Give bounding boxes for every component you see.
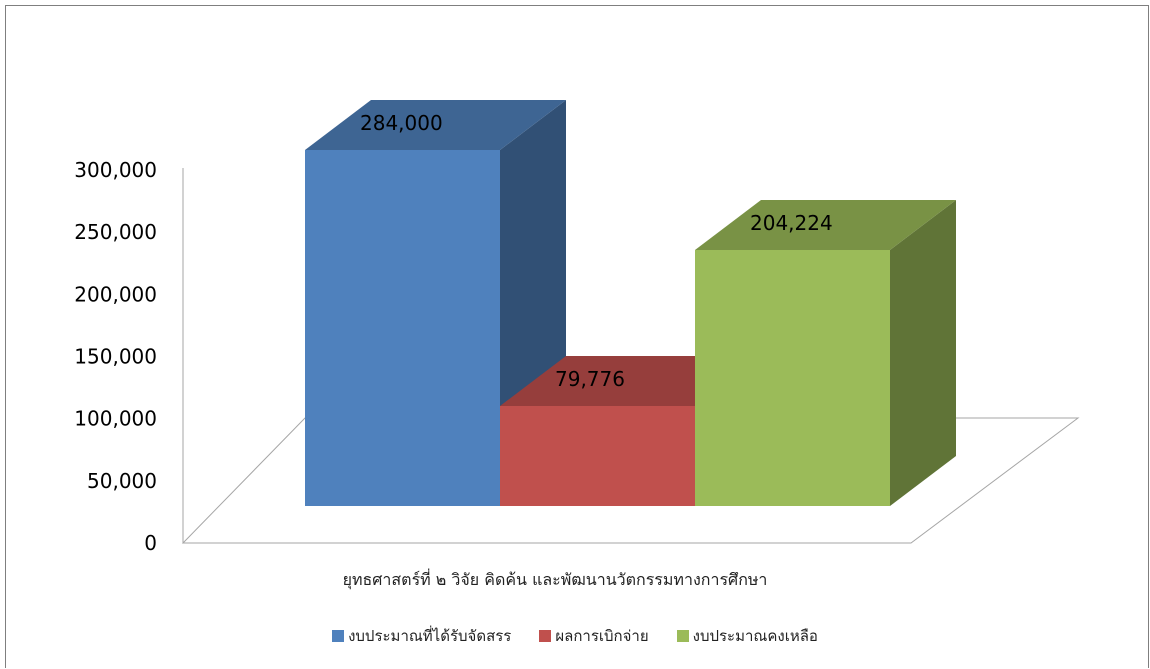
data-labels: 284,000 79,776 204,224 xyxy=(360,111,833,391)
bar-front xyxy=(500,405,695,506)
bars xyxy=(305,100,956,506)
legend-item-remaining: งบประมาณคงเหลือ xyxy=(676,624,818,648)
chart-frame xyxy=(5,5,1149,668)
legend-label: ผลการเบิกจ่าย xyxy=(555,627,649,645)
data-label: 79,776 xyxy=(555,367,625,391)
y-tick-label: 50,000 xyxy=(87,469,157,493)
bar-2 xyxy=(695,200,956,506)
bar-front xyxy=(305,150,500,506)
bar-side xyxy=(890,200,956,506)
chart-walls xyxy=(181,168,1080,544)
y-tick-label: 300,000 xyxy=(74,158,157,182)
bar-top xyxy=(695,200,956,251)
legend-swatch xyxy=(676,630,689,642)
data-label: 284,000 xyxy=(360,111,443,135)
y-tick-label: 0 xyxy=(144,531,157,555)
legend-label: งบประมาณที่ได้รับจัดสรร xyxy=(348,627,512,645)
bar-front xyxy=(695,250,890,506)
legend-swatch xyxy=(539,630,552,642)
data-label: 204,224 xyxy=(750,211,833,235)
legend-item-disbursed: ผลการเบิกจ่าย xyxy=(539,624,649,648)
y-tick-label: 100,000 xyxy=(74,407,157,431)
legend-item-allocated: งบประมาณที่ได้รับจัดสรร xyxy=(332,624,511,648)
floor-plane xyxy=(181,417,1080,544)
bar-top xyxy=(305,100,566,150)
legend-label: งบประมาณคงเหลือ xyxy=(692,627,818,645)
legend-swatch xyxy=(332,630,345,642)
y-tick-label: 200,000 xyxy=(74,282,157,306)
y-axis-ticks: 0 50,000 100,000 150,000 200,000 250,000 300,0… xyxy=(74,158,157,555)
y-tick-label: 150,000 xyxy=(74,345,157,369)
legend: งบประมาณที่ได้รับจัดสรร ผลการเบิกจ่าย งบ… xyxy=(0,624,1150,648)
y-tick-label: 250,000 xyxy=(74,220,157,244)
category-label: ยุทธศาสตร์ที่ ๒ วิจัย คิดค้น และพัฒนานวั… xyxy=(342,570,768,589)
